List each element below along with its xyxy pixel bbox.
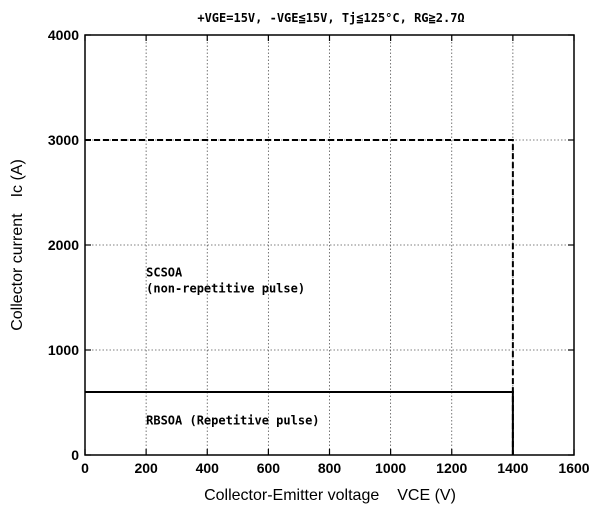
x-axis-symbol: VCE (V) (397, 487, 456, 504)
annotation-label: SCSOA (146, 266, 183, 280)
annotations: SCSOA(non-repetitive pulse) RBSOA (Repeti… (146, 266, 319, 428)
x-axis-title: Collector-Emitter voltage VCE (V) (204, 487, 456, 504)
x-tick-label: 1400 (497, 460, 528, 476)
y-axis-title: Collector current Ic (A) (9, 159, 26, 331)
x-tick-label: 1600 (558, 460, 589, 476)
x-tick-label: 1000 (375, 460, 406, 476)
annotation-label: (non-repetitive pulse) (146, 281, 305, 295)
x-tick-label: 200 (134, 460, 158, 476)
x-tick-label: 600 (257, 460, 281, 476)
x-tick-label: 400 (196, 460, 220, 476)
y-tick-label: 0 (71, 447, 79, 463)
chart-title: +VGE=15V, -VGE≦15V, Tj≦125°C, RG≧2.7Ω (197, 11, 464, 25)
y-tick-label: 4000 (48, 27, 79, 43)
x-tick-label: 0 (81, 460, 89, 476)
y-tick-labels: 0 1000 2000 3000 4000 (48, 27, 79, 463)
x-axis-label: Collector-Emitter voltage (204, 487, 379, 504)
series-line-rbsoa (85, 391, 514, 455)
series-lines (85, 139, 514, 455)
series-line-scsoa (85, 139, 514, 455)
x-tick-label: 800 (318, 460, 342, 476)
y-axis-label: Collector current (9, 213, 26, 331)
x-tick-label: 1200 (436, 460, 467, 476)
annotation-label: RBSOA (Repetitive pulse) (146, 414, 319, 428)
x-tick-labels: 0 200 400 600 800 1000 1200 1400 1600 (81, 460, 590, 476)
y-tick-label: 2000 (48, 237, 79, 253)
y-tick-label: 1000 (48, 342, 79, 358)
y-tick-label: 3000 (48, 132, 79, 148)
y-axis-symbol: Ic (A) (9, 159, 26, 197)
